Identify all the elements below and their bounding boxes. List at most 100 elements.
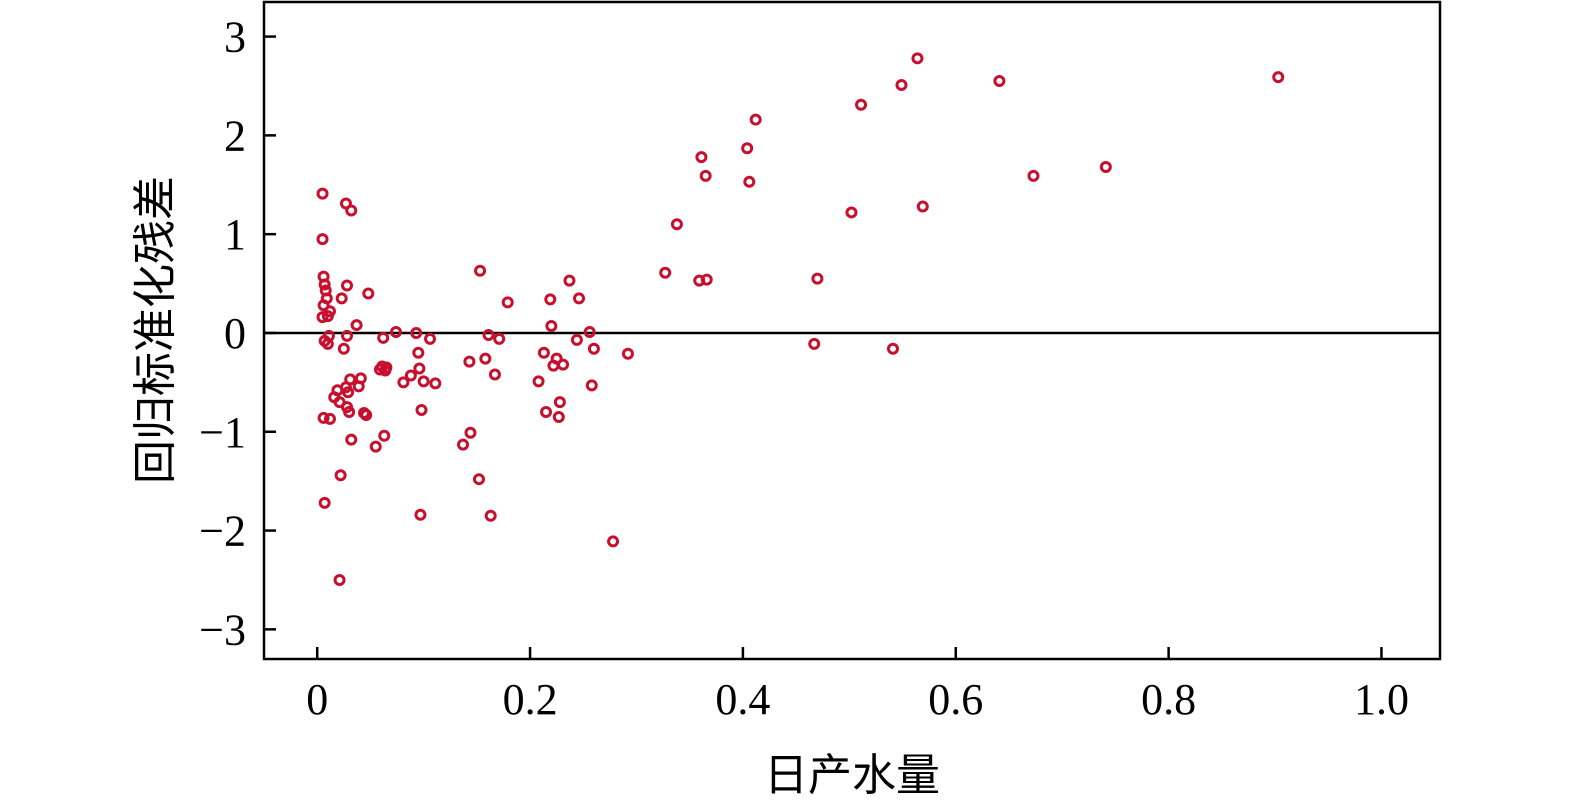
data-point — [335, 292, 348, 305]
data-point — [341, 329, 354, 342]
data-point — [354, 372, 367, 385]
data-point — [484, 509, 497, 522]
data-point — [345, 204, 358, 217]
data-point — [482, 328, 495, 341]
data-point — [537, 346, 550, 359]
data-point — [333, 573, 346, 586]
data-point — [362, 287, 375, 300]
data-point — [397, 376, 410, 389]
data-point — [323, 305, 336, 318]
data-point — [413, 362, 426, 375]
data-point — [573, 292, 586, 305]
data-point — [699, 169, 712, 182]
data-point — [659, 266, 672, 279]
data-point — [557, 358, 570, 371]
data-point — [670, 218, 683, 231]
data-point — [474, 264, 487, 277]
data-point — [911, 52, 924, 65]
data-point — [342, 386, 355, 399]
data-point — [414, 508, 427, 521]
data-point — [570, 333, 583, 346]
data-point — [621, 347, 634, 360]
data-point — [749, 113, 762, 126]
data-point — [743, 175, 756, 188]
y-tick-label: −2 — [199, 507, 246, 556]
data-point — [404, 369, 417, 382]
x-tick-label: 0.2 — [503, 675, 558, 724]
y-tick-label: 3 — [224, 13, 246, 62]
data-point — [463, 355, 476, 368]
data-point — [320, 292, 333, 305]
data-point — [410, 326, 423, 339]
data-point — [415, 404, 428, 417]
data-point — [479, 352, 492, 365]
data-point — [334, 469, 347, 482]
data-point — [318, 496, 331, 509]
data-point — [895, 78, 908, 91]
data-point — [563, 274, 576, 287]
data-points — [316, 52, 1285, 586]
data-point — [417, 375, 430, 388]
data-point — [337, 342, 350, 355]
data-point — [607, 535, 620, 548]
x-axis-title: 日产水量 — [764, 750, 940, 801]
data-point — [318, 278, 331, 291]
y-tick-label: −1 — [199, 408, 246, 457]
data-point — [488, 368, 501, 381]
data-point — [700, 273, 713, 286]
data-point — [344, 373, 357, 386]
data-point — [993, 75, 1006, 88]
data-point — [741, 142, 754, 155]
data-point — [808, 337, 821, 350]
data-point — [532, 375, 545, 388]
data-point — [583, 325, 596, 338]
y-tick-label: 2 — [224, 111, 246, 160]
y-tick-label: 0 — [224, 309, 246, 358]
data-point — [585, 379, 598, 392]
data-point — [316, 187, 329, 200]
y-tick-label: −3 — [199, 605, 246, 654]
data-point — [916, 200, 929, 213]
data-point — [377, 331, 390, 344]
data-point — [695, 151, 708, 164]
y-tick-label: 1 — [224, 210, 246, 259]
data-point — [1272, 71, 1285, 84]
data-point — [544, 293, 557, 306]
data-point — [323, 412, 336, 425]
y-axis-title: 回归标准化残差 — [130, 176, 181, 484]
data-point — [341, 279, 354, 292]
data-point — [380, 361, 393, 374]
data-point — [316, 233, 329, 246]
data-point — [545, 320, 558, 333]
data-point — [501, 296, 514, 309]
data-point — [378, 429, 391, 442]
data-point — [1027, 169, 1040, 182]
data-point — [369, 440, 382, 453]
data-point — [886, 342, 899, 355]
data-point — [345, 433, 358, 446]
data-point — [552, 410, 565, 423]
data-point — [350, 319, 363, 332]
data-point — [424, 332, 437, 345]
data-point — [429, 377, 442, 390]
data-point — [360, 408, 373, 421]
data-point — [464, 426, 477, 439]
data-point — [316, 311, 329, 324]
data-point — [457, 438, 470, 451]
data-point — [472, 473, 485, 486]
x-tick-label: 0.8 — [1141, 675, 1196, 724]
data-point — [343, 406, 356, 419]
axis-ticks: 0 0.2 0.4 0.6 0.8 1.0 3 2 1 0 −1 −2 −3 — [199, 13, 1409, 724]
data-point — [321, 337, 334, 350]
data-point — [855, 98, 868, 111]
data-point — [412, 346, 425, 359]
data-point — [811, 272, 824, 285]
x-tick-label: 0.4 — [715, 675, 770, 724]
data-point — [389, 325, 402, 338]
data-point — [317, 411, 330, 424]
data-point — [587, 342, 600, 355]
data-point — [550, 352, 563, 365]
x-tick-label: 1.0 — [1354, 675, 1409, 724]
x-tick-label: 0 — [306, 675, 328, 724]
